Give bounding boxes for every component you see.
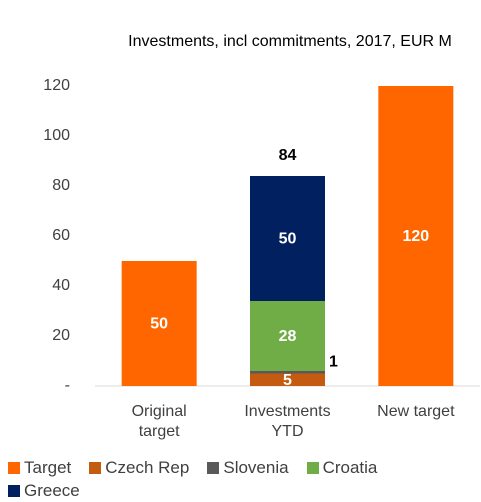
y-tick-label: 120 bbox=[43, 77, 70, 94]
legend-swatch bbox=[8, 484, 20, 497]
bar-segment bbox=[121, 261, 197, 386]
bar-segment bbox=[378, 86, 454, 386]
bar-segment bbox=[250, 176, 325, 301]
value-label: 50 bbox=[279, 231, 297, 248]
total-label: 84 bbox=[279, 147, 297, 164]
legend-label: Slovenia bbox=[223, 458, 289, 477]
value-label: 5 bbox=[283, 372, 292, 389]
legend-label: Czech Rep bbox=[105, 458, 190, 477]
legend-item: Target bbox=[8, 456, 71, 479]
x-tick-label: Investments YTD bbox=[244, 403, 331, 440]
legend-label: Croatia bbox=[322, 458, 378, 477]
legend-swatch bbox=[8, 461, 20, 474]
x-tick-label: Original target bbox=[131, 403, 187, 440]
bar-segment bbox=[250, 371, 325, 374]
y-tick-label: - bbox=[65, 377, 70, 394]
bar-segment bbox=[250, 373, 325, 386]
legend-label: Greece bbox=[24, 481, 80, 500]
y-tick-label: 100 bbox=[43, 127, 70, 144]
value-label: 120 bbox=[402, 228, 429, 245]
x-tick-label: New target bbox=[377, 403, 455, 420]
bar-segment bbox=[250, 301, 325, 371]
legend-item: Greece bbox=[8, 479, 80, 502]
legend-item: Czech Rep bbox=[89, 456, 189, 479]
y-tick-label: 40 bbox=[52, 277, 70, 294]
legend-label: Target bbox=[24, 458, 72, 477]
legend-swatch bbox=[207, 461, 220, 474]
legend-swatch bbox=[89, 461, 102, 474]
legend-swatch bbox=[306, 461, 319, 474]
y-tick-label: 20 bbox=[52, 327, 70, 344]
legend: Target Czech Rep Slovenia Croatia Greece bbox=[8, 456, 478, 502]
legend-item: Slovenia bbox=[207, 456, 289, 479]
y-tick-label: 80 bbox=[52, 177, 70, 194]
value-label: 28 bbox=[279, 328, 297, 345]
chart-title: Investments, incl commitments, 2017, EUR… bbox=[128, 33, 452, 50]
legend-item: Croatia bbox=[306, 456, 378, 479]
value-label: 50 bbox=[150, 316, 168, 333]
y-tick-label: 60 bbox=[52, 227, 70, 244]
value-label: 1 bbox=[329, 353, 338, 370]
